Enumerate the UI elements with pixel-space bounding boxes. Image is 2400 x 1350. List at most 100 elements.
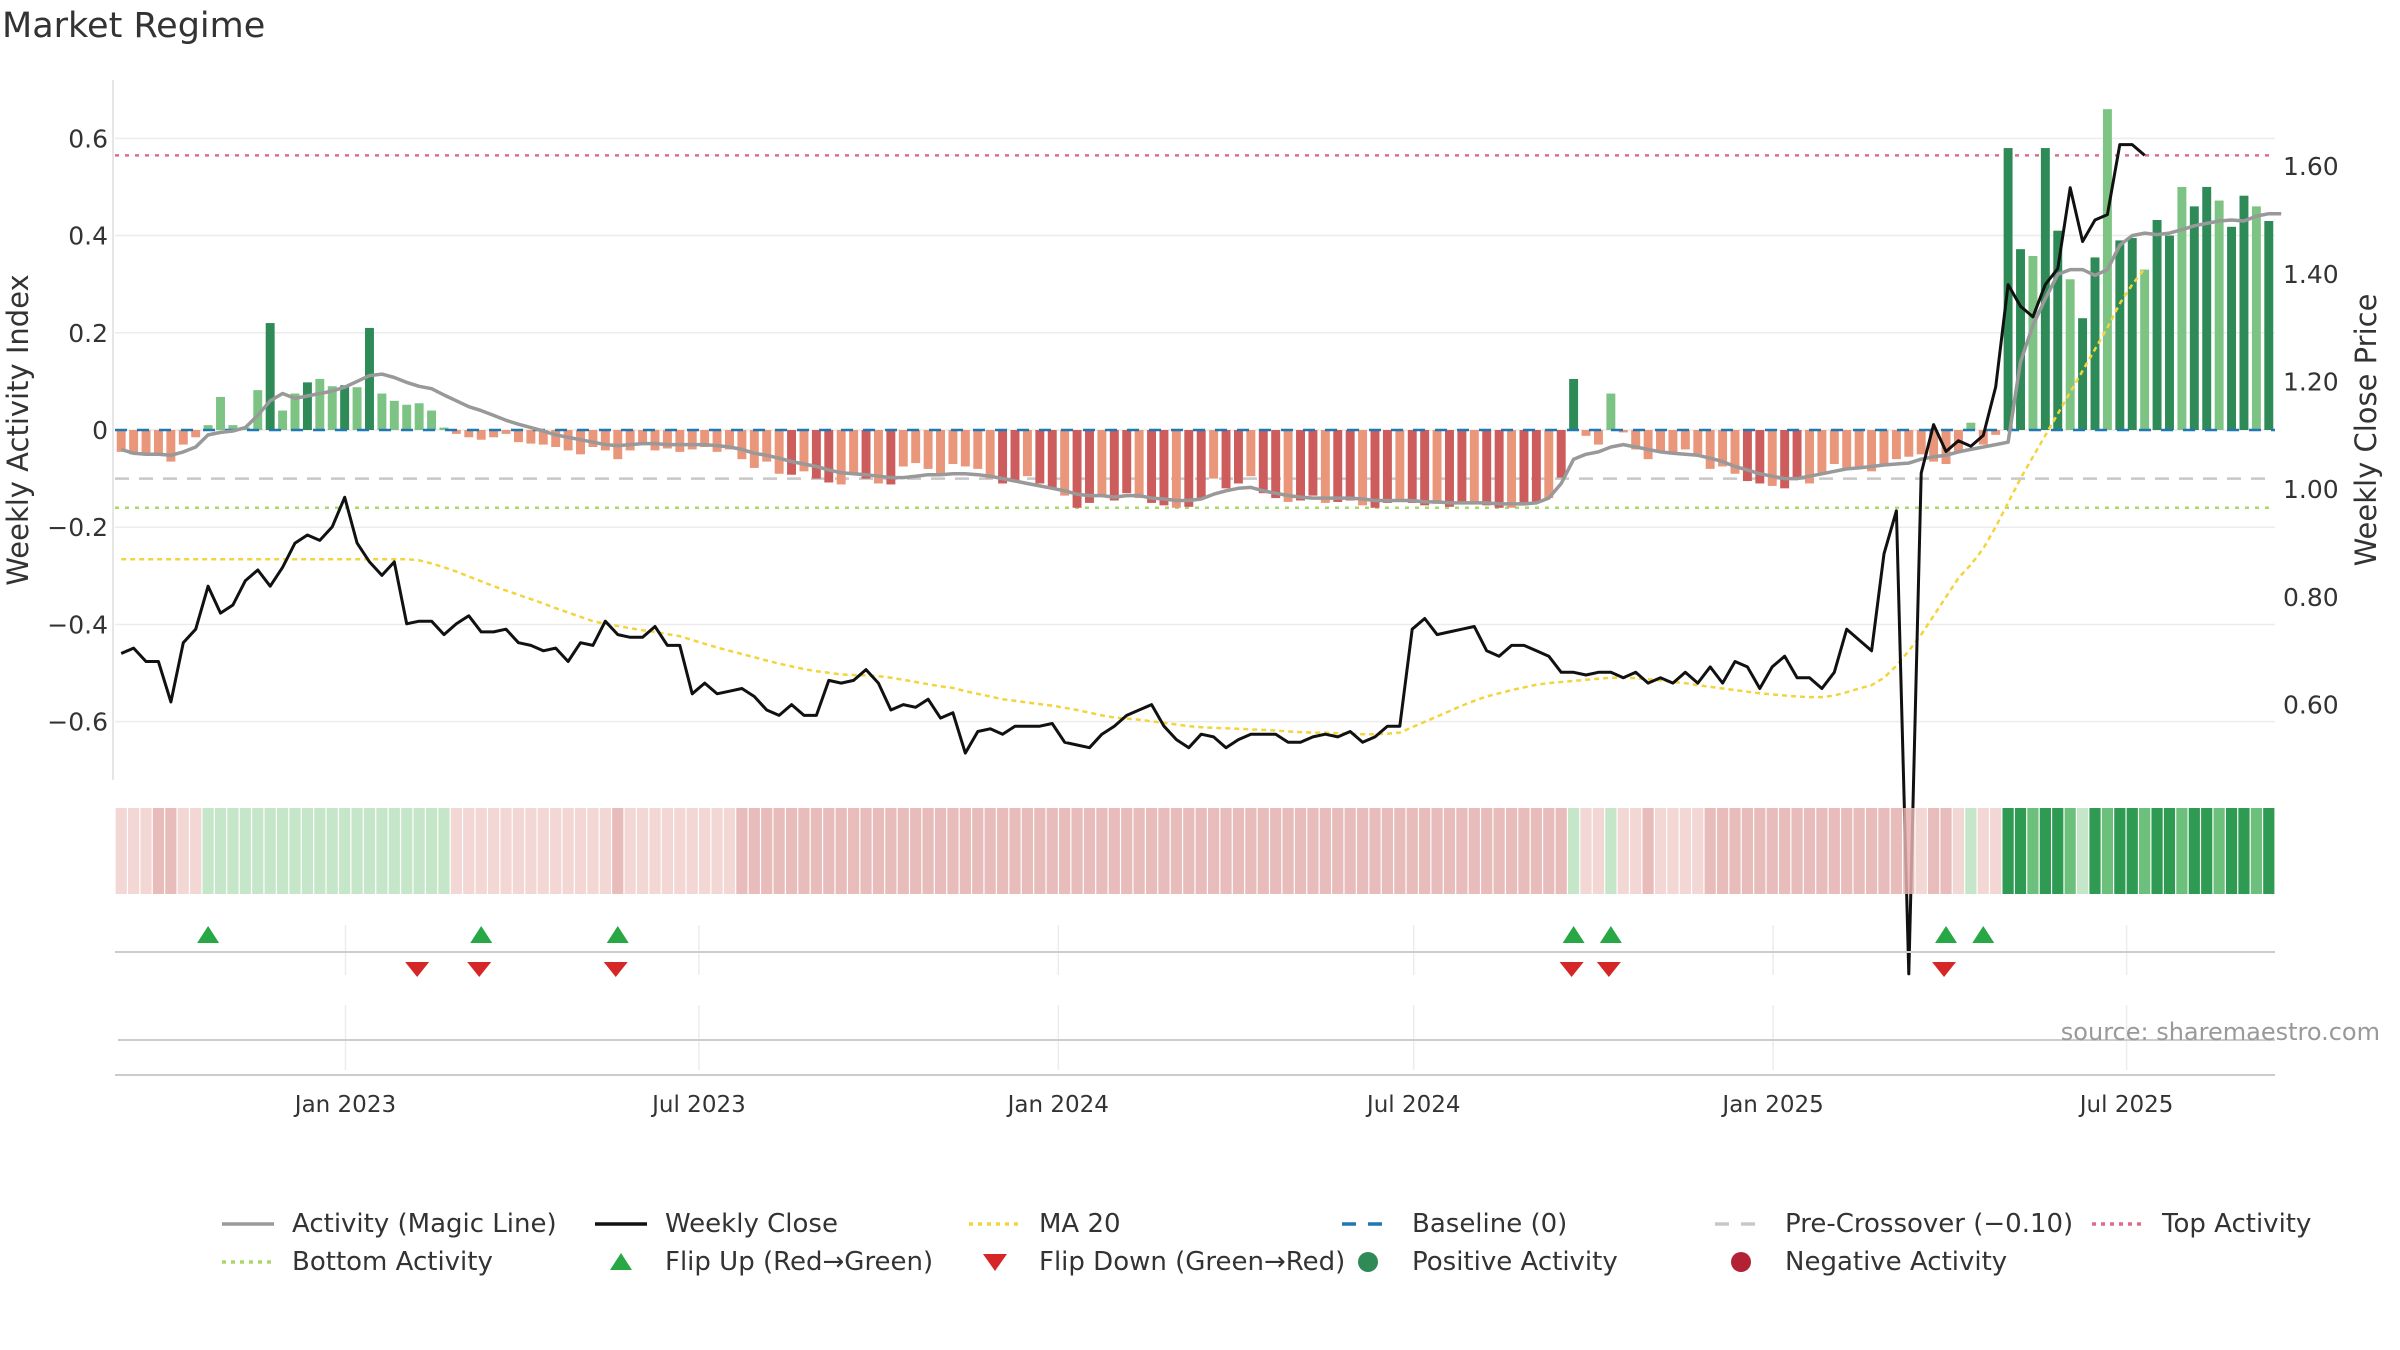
activity-bar <box>1382 430 1392 503</box>
activity-bar <box>1047 430 1057 489</box>
activity-bar <box>526 430 536 444</box>
activity-bar <box>749 430 759 468</box>
regime-cell <box>736 808 748 894</box>
regime-cell <box>326 808 338 894</box>
regime-cell <box>177 808 189 894</box>
regime-cell <box>438 808 450 894</box>
regime-cell <box>1841 808 1853 894</box>
regime-cell <box>252 808 264 894</box>
legend-label: Flip Down (Green→Red) <box>1039 1247 1346 1277</box>
regime-cell <box>1195 808 1207 894</box>
legend-label: Negative Activity <box>1785 1247 2008 1277</box>
activity-bar <box>1966 422 1976 430</box>
activity-bar <box>2177 186 2187 430</box>
regime-cell <box>1928 808 1940 894</box>
activity-bar <box>1593 430 1603 445</box>
regime-cell <box>1878 808 1890 894</box>
flip-up-marker <box>1935 926 1958 943</box>
regime-cell <box>1356 808 1369 894</box>
activity-bar <box>2202 186 2212 430</box>
activity-bar <box>1792 430 1802 478</box>
regime-cell <box>1121 808 1133 894</box>
y2-tick-label: 1.20 <box>2283 368 2339 397</box>
activity-bar <box>278 410 288 430</box>
regime-cell <box>1108 808 1120 894</box>
regime-cell <box>1592 808 1605 894</box>
activity-bar <box>650 430 660 451</box>
regime-cell <box>649 808 661 894</box>
activity-bar <box>600 430 610 451</box>
regime-cell <box>128 808 140 894</box>
regime-cell <box>301 808 314 894</box>
regime-cell <box>1754 808 1766 894</box>
regime-cell <box>910 808 922 894</box>
regime-cell <box>1853 808 1865 894</box>
regime-cell <box>2089 808 2101 894</box>
legend-label: Weekly Close <box>665 1209 838 1239</box>
regime-cell <box>512 808 525 894</box>
y-tick-label: −0.6 <box>47 708 108 737</box>
activity-bar <box>1246 430 1256 477</box>
activity-bar <box>973 430 983 469</box>
activity-bar <box>1221 430 1231 489</box>
regime-cell <box>934 808 947 894</box>
regime-cell <box>1344 808 1356 894</box>
regime-cell <box>810 808 822 894</box>
activity-bar <box>2053 230 2063 430</box>
activity-bar <box>1767 430 1777 486</box>
activity-bar <box>1494 430 1504 508</box>
regime-cell <box>1791 808 1803 894</box>
regime-cell <box>339 808 351 894</box>
activity-bar <box>141 430 151 454</box>
activity-bar <box>551 430 561 448</box>
activity-bar <box>2127 237 2137 430</box>
activity-bar <box>1147 430 1157 503</box>
regime-cell <box>1083 808 1096 894</box>
y-tick-label: 0.2 <box>68 319 108 348</box>
regime-cell <box>823 808 835 894</box>
regime-cell <box>1319 808 1331 894</box>
activity-bar <box>1296 430 1305 501</box>
activity-bar <box>1271 430 1281 499</box>
regime-cell <box>2039 808 2051 894</box>
activity-bar <box>1842 430 1852 468</box>
activity-bar <box>476 430 486 440</box>
activity-bar <box>1085 430 1094 503</box>
legend-label: Baseline (0) <box>1412 1209 1568 1239</box>
reference-lines <box>115 154 2275 510</box>
activity-bar <box>1395 430 1405 501</box>
regime-cell <box>1431 808 1443 894</box>
regime-cell <box>1282 808 1294 894</box>
regime-cell <box>239 808 251 894</box>
regime-cell <box>674 808 686 894</box>
activity-bar <box>1159 430 1169 506</box>
flip-up-marker <box>1599 926 1622 943</box>
activity-bar <box>513 430 523 443</box>
legend-label: Flip Up (Red→Green) <box>665 1247 934 1277</box>
regime-cell <box>1630 808 1642 894</box>
activity-bar <box>737 430 747 460</box>
activity-bar <box>1507 430 1517 508</box>
legend-label: Activity (Magic Line) <box>292 1209 557 1239</box>
y2-axis-label: Weekly Close Price <box>2349 294 2383 567</box>
flip-up-marker <box>606 926 629 943</box>
regime-cell <box>1270 808 1282 894</box>
regime-cell <box>1642 808 1654 894</box>
regime-cell <box>314 808 326 894</box>
regime-cell <box>1208 808 1220 894</box>
legend-item: MA 20 <box>967 1205 1121 1243</box>
activity-bar <box>1022 430 1032 477</box>
flip-up-marker <box>1972 926 1995 943</box>
ma20-line <box>121 267 2146 736</box>
regime-cell <box>686 808 698 894</box>
activity-bar <box>1196 430 1206 499</box>
x-tick-label: Jan 2025 <box>1720 1092 1823 1118</box>
legend-swatch <box>1342 1222 1394 1226</box>
activity-bar <box>216 396 225 430</box>
activity-bar <box>1345 430 1355 501</box>
activity-bar <box>1991 430 2001 435</box>
y-tick-label: 0.6 <box>68 124 108 153</box>
activity-bar <box>1643 430 1653 460</box>
activity-bar <box>625 430 635 451</box>
legend-label: Top Activity <box>2162 1209 2312 1239</box>
